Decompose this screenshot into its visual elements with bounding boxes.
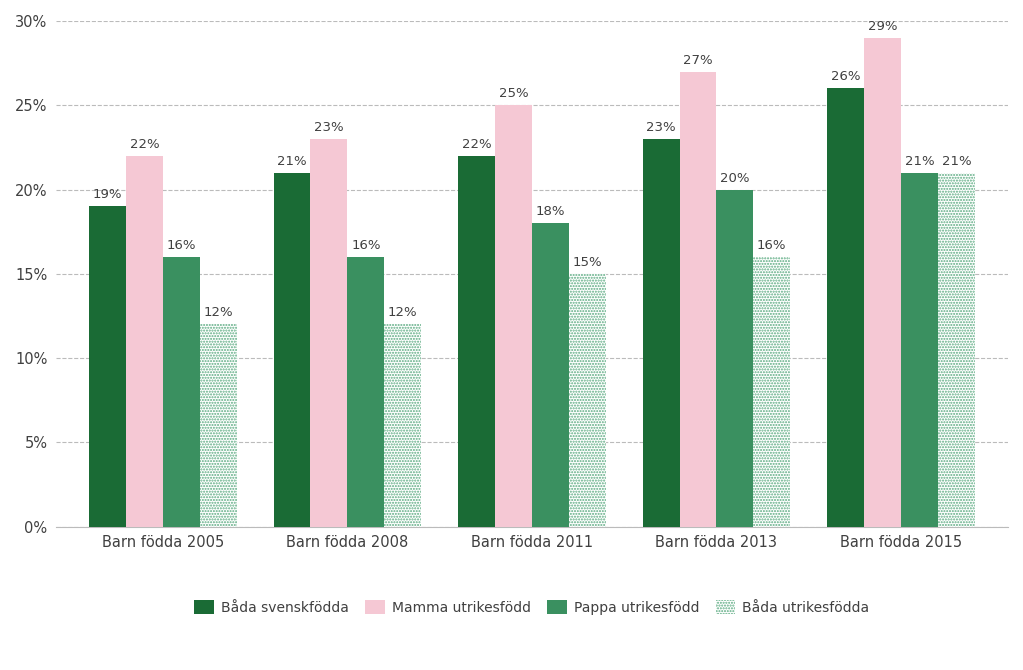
Text: 23%: 23% — [647, 121, 676, 134]
Bar — [311, 139, 348, 527]
Text: 22%: 22% — [130, 138, 160, 151]
Bar — [901, 173, 938, 527]
Bar — [642, 139, 679, 527]
Bar — [89, 206, 126, 527]
Text: 21%: 21% — [904, 155, 934, 168]
Bar — [532, 223, 569, 527]
Bar — [348, 257, 385, 527]
Text: 25%: 25% — [498, 87, 528, 100]
Bar — [753, 257, 790, 527]
Bar — [385, 324, 421, 527]
Bar — [273, 173, 311, 527]
Text: 20%: 20% — [720, 172, 750, 184]
Text: 22%: 22% — [461, 138, 491, 151]
Bar — [163, 257, 199, 527]
Bar — [199, 324, 236, 527]
Text: 23%: 23% — [314, 121, 344, 134]
Text: 16%: 16% — [167, 239, 196, 252]
Text: 27%: 27% — [683, 54, 713, 66]
Text: 15%: 15% — [573, 256, 603, 269]
Bar — [716, 190, 753, 527]
Bar — [495, 105, 532, 527]
Text: 21%: 21% — [277, 155, 307, 168]
Text: 29%: 29% — [868, 20, 897, 33]
Text: 12%: 12% — [388, 306, 417, 320]
Text: 12%: 12% — [204, 306, 233, 320]
Bar — [938, 173, 975, 527]
Bar — [679, 72, 716, 527]
Bar — [569, 274, 606, 527]
Bar — [864, 38, 901, 527]
Text: 18%: 18% — [536, 205, 565, 218]
Bar — [458, 156, 495, 527]
Bar — [126, 156, 163, 527]
Text: 16%: 16% — [757, 239, 787, 252]
Bar — [828, 88, 864, 527]
Text: 19%: 19% — [93, 188, 123, 202]
Legend: Båda svenskfödda, Mamma utrikesfödd, Pappa utrikesfödd, Båda utrikesfödda: Båda svenskfödda, Mamma utrikesfödd, Pap… — [189, 594, 875, 620]
Text: 16%: 16% — [351, 239, 381, 252]
Text: 21%: 21% — [941, 155, 971, 168]
Text: 26%: 26% — [831, 70, 860, 83]
